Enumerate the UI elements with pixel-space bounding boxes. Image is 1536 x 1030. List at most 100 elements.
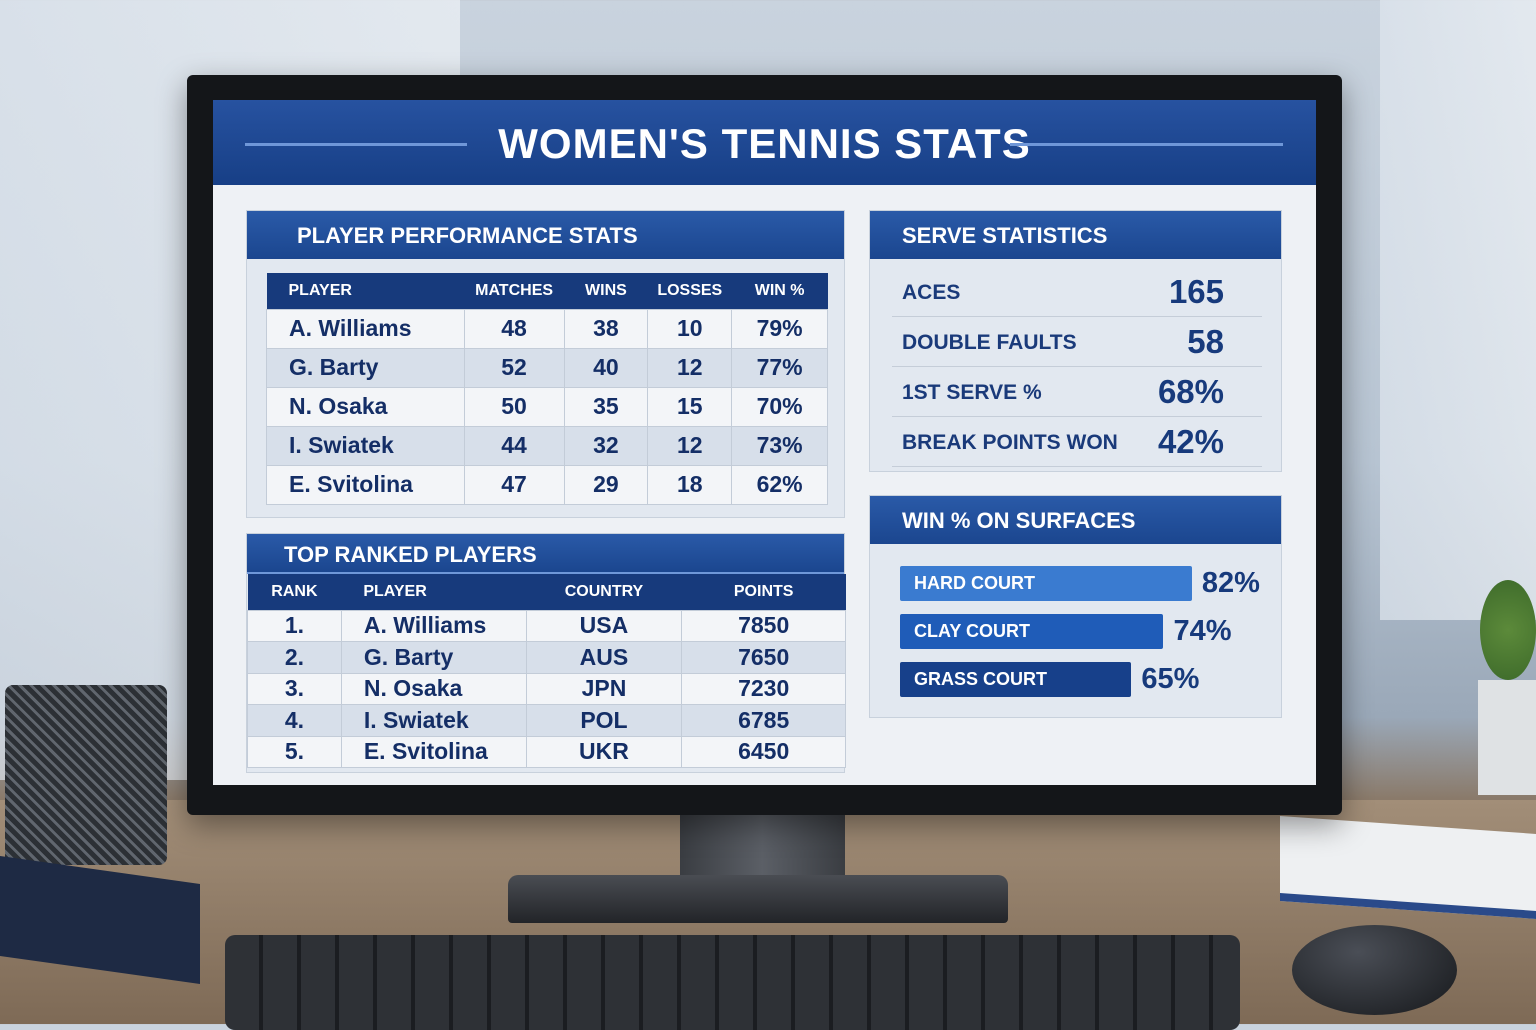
plant-pot: [1478, 680, 1536, 795]
table-cell: 35: [563, 386, 649, 427]
table-row: E. Svitolina 47 29 18 62%: [266, 464, 828, 505]
column-header: COUNTRY: [526, 574, 682, 610]
table-cell: 6785: [681, 704, 846, 737]
table-row: N. Osaka 50 35 15 70%: [266, 386, 828, 427]
table-cell: N. Osaka: [340, 672, 527, 705]
table-cell: G. Barty: [340, 641, 527, 674]
table-row: A. Williams 48 38 10 79%: [266, 308, 828, 349]
stat-label: ACES: [902, 281, 961, 304]
surface-value: 82%: [1201, 567, 1260, 599]
table-cell: 12: [647, 347, 733, 388]
stat-label: DOUBLE FAULTS: [902, 331, 1077, 354]
table-cell: 62%: [731, 464, 828, 505]
column-header: PLAYER: [266, 273, 465, 309]
table-cell: 50: [463, 386, 565, 427]
serve-stat-row: BREAK POINTS WON 42%: [892, 417, 1262, 467]
table-cell: 40: [563, 347, 649, 388]
table-row: I. Swiatek 44 32 12 73%: [266, 425, 828, 466]
table-cell: 38: [563, 308, 649, 349]
table-cell: 77%: [731, 347, 828, 388]
serve-stat-row: ACES 165: [892, 267, 1262, 317]
header: WOMEN'S TENNIS STATS: [213, 100, 1316, 185]
screen: WOMEN'S TENNIS STATS PLAYER PERFORMANCE …: [213, 100, 1316, 785]
pen-cup: [5, 685, 167, 865]
column-header: LOSSES: [647, 273, 732, 309]
panel-title: WIN % ON SURFACES: [870, 496, 1281, 544]
table-cell: I. Swiatek: [340, 704, 527, 737]
header-divider: [245, 143, 467, 146]
table-row: 5. E. Svitolina UKR 6450: [247, 735, 846, 768]
header-row: RANK PLAYER COUNTRY POINTS: [247, 574, 846, 610]
stat-label: 1ST SERVE %: [902, 381, 1042, 404]
panel-title: PLAYER PERFORMANCE STATS: [247, 211, 844, 259]
surface-value: 74%: [1173, 615, 1232, 647]
column-header: WINS: [564, 273, 648, 309]
panel-title: TOP RANKED PLAYERS: [247, 534, 844, 574]
background-window: [1380, 0, 1536, 620]
table-cell: 32: [563, 425, 649, 466]
surface-bar: CLAY COURT: [900, 614, 1164, 649]
column-header: POINTS: [681, 574, 846, 610]
table-row: G. Barty 52 40 12 77%: [266, 347, 828, 388]
table-cell: N. Osaka: [266, 386, 465, 427]
table-cell: USA: [525, 609, 683, 642]
table-cell: A. Williams: [340, 609, 527, 642]
monitor-stand: [680, 812, 845, 882]
column-header: PLAYER: [341, 574, 527, 610]
surface-bar: GRASS COURT: [900, 662, 1132, 697]
table-row: 4. I. Swiatek POL 6785: [247, 704, 846, 737]
monitor-base: [508, 875, 1008, 923]
table-cell: E. Svitolina: [340, 735, 527, 768]
table-cell: 3.: [247, 672, 342, 705]
table-row: 2. G. Barty AUS 7650: [247, 641, 846, 674]
table-cell: G. Barty: [266, 347, 465, 388]
table-cell: 15: [647, 386, 733, 427]
table-cell: 12: [647, 425, 733, 466]
table-cell: 2.: [247, 641, 342, 674]
table-cell: 48: [463, 308, 565, 349]
serve-statistics-panel: SERVE STATISTICS ACES 165 DOUBLE FAULTS 58 1…: [869, 210, 1282, 472]
table-cell: UKR: [525, 735, 683, 768]
player-performance-panel: PLAYER PERFORMANCE STATS PLAYER MATCHES WI…: [246, 210, 845, 518]
header-row: PLAYER MATCHES WINS LOSSES WIN %: [266, 273, 828, 309]
table-cell: 7850: [681, 609, 846, 642]
table-cell: E. Svitolina: [266, 464, 465, 505]
table-cell: 18: [647, 464, 733, 505]
table-row: 1. A. Williams USA 7850: [247, 609, 846, 642]
serve-stat-row: DOUBLE FAULTS 58: [892, 317, 1262, 367]
stat-value: 68%: [1157, 373, 1224, 410]
column-header: WIN %: [731, 273, 828, 309]
table-cell: JPN: [525, 672, 683, 705]
table-cell: 47: [463, 464, 565, 505]
table-cell: AUS: [525, 641, 683, 674]
table-cell: 73%: [731, 425, 828, 466]
table-cell: 70%: [731, 386, 828, 427]
top-ranked-panel: TOP RANKED PLAYERS RANK PLAYER COUNTRY POIN…: [246, 533, 846, 773]
column-header: MATCHES: [464, 273, 565, 309]
surface-value: 65%: [1141, 663, 1200, 695]
surfaces-panel: WIN % ON SURFACES HARD COURT 82% CLAY COUR…: [869, 495, 1282, 718]
table-cell: POL: [525, 704, 683, 737]
serve-stat-row: 1ST SERVE % 68%: [892, 367, 1262, 417]
table-row: 3. N. Osaka JPN 7230: [247, 672, 846, 705]
table-cell: 7650: [681, 641, 846, 674]
stat-value: 165: [1168, 273, 1224, 310]
page-title: WOMEN'S TENNIS STATS: [498, 120, 1031, 167]
table-cell: 29: [563, 464, 649, 505]
stat-value: 58: [1187, 323, 1224, 360]
table-cell: 1.: [247, 609, 342, 642]
table-cell: 79%: [731, 308, 828, 349]
stat-label: BREAK POINTS WON: [902, 431, 1118, 454]
table-cell: 5.: [247, 735, 342, 768]
table-cell: I. Swiatek: [266, 425, 465, 466]
table-cell: A. Williams: [266, 308, 465, 349]
table-cell: 4.: [247, 704, 342, 737]
table-cell: 44: [463, 425, 565, 466]
header-divider: [1010, 143, 1283, 146]
keyboard: [225, 935, 1240, 1030]
paper-stack: [1280, 816, 1536, 919]
stat-value: 42%: [1157, 423, 1224, 460]
column-header: RANK: [247, 574, 342, 610]
performance-table: PLAYER MATCHES WINS LOSSES WIN % A. Williams 4…: [266, 273, 828, 505]
ranked-table: RANK PLAYER COUNTRY POINTS 1. A. Williams USA 7…: [247, 574, 846, 768]
